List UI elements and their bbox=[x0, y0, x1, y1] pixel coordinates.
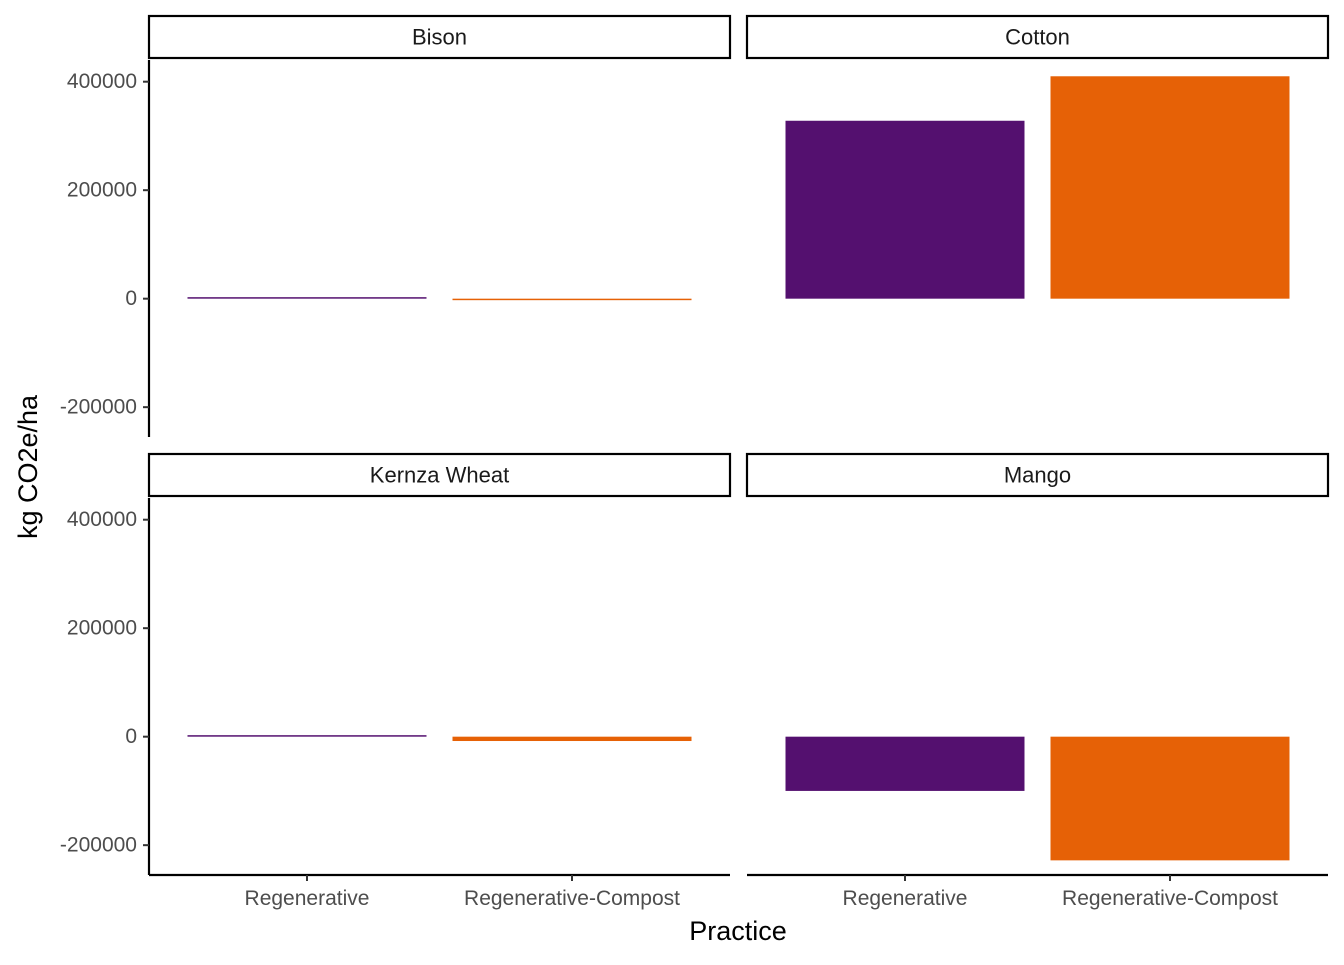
x-tick-label: Regenerative bbox=[843, 887, 968, 910]
bar-kernza-wheat-regenerative bbox=[187, 735, 427, 737]
facet-label-mango: Mango bbox=[1004, 463, 1071, 488]
y-tick-label: -200000 bbox=[60, 834, 137, 857]
y-tick-label: -200000 bbox=[60, 396, 137, 419]
facet-strip-mango bbox=[745, 452, 1330, 498]
y-tick-label: 400000 bbox=[67, 70, 137, 93]
bar-cotton-regenerative-compost bbox=[1050, 76, 1290, 299]
bar-cotton-regenerative bbox=[785, 120, 1025, 299]
bar-bison-regenerative bbox=[187, 297, 427, 299]
bar-mango-regenerative-compost bbox=[1050, 736, 1290, 861]
y-tick-label: 400000 bbox=[67, 508, 137, 531]
x-axis-title: Practice bbox=[689, 916, 787, 946]
facet-label-cotton: Cotton bbox=[1005, 25, 1070, 50]
x-tick-label: Regenerative-Compost bbox=[464, 887, 680, 910]
bar-bison-regenerative-compost bbox=[452, 298, 692, 301]
y-axis-title: kg CO2e/ha bbox=[13, 394, 43, 539]
x-tick-label: Regenerative-Compost bbox=[1062, 887, 1278, 910]
facet-strip-bison bbox=[147, 14, 732, 60]
y-tick-label: 200000 bbox=[67, 179, 137, 202]
y-tick-label: 200000 bbox=[67, 617, 137, 640]
facet-strip-kernza-wheat bbox=[147, 452, 732, 498]
y-tick-label: 0 bbox=[125, 725, 137, 748]
y-tick-label: 0 bbox=[125, 287, 137, 310]
bar-mango-regenerative bbox=[785, 736, 1025, 791]
facet-strip-cotton bbox=[745, 14, 1330, 60]
x-tick-label: Regenerative bbox=[245, 887, 370, 910]
facet-label-bison: Bison bbox=[412, 25, 467, 50]
facet-label-kernza-wheat: Kernza Wheat bbox=[370, 463, 509, 488]
bar-kernza-wheat-regenerative-compost bbox=[452, 736, 692, 742]
